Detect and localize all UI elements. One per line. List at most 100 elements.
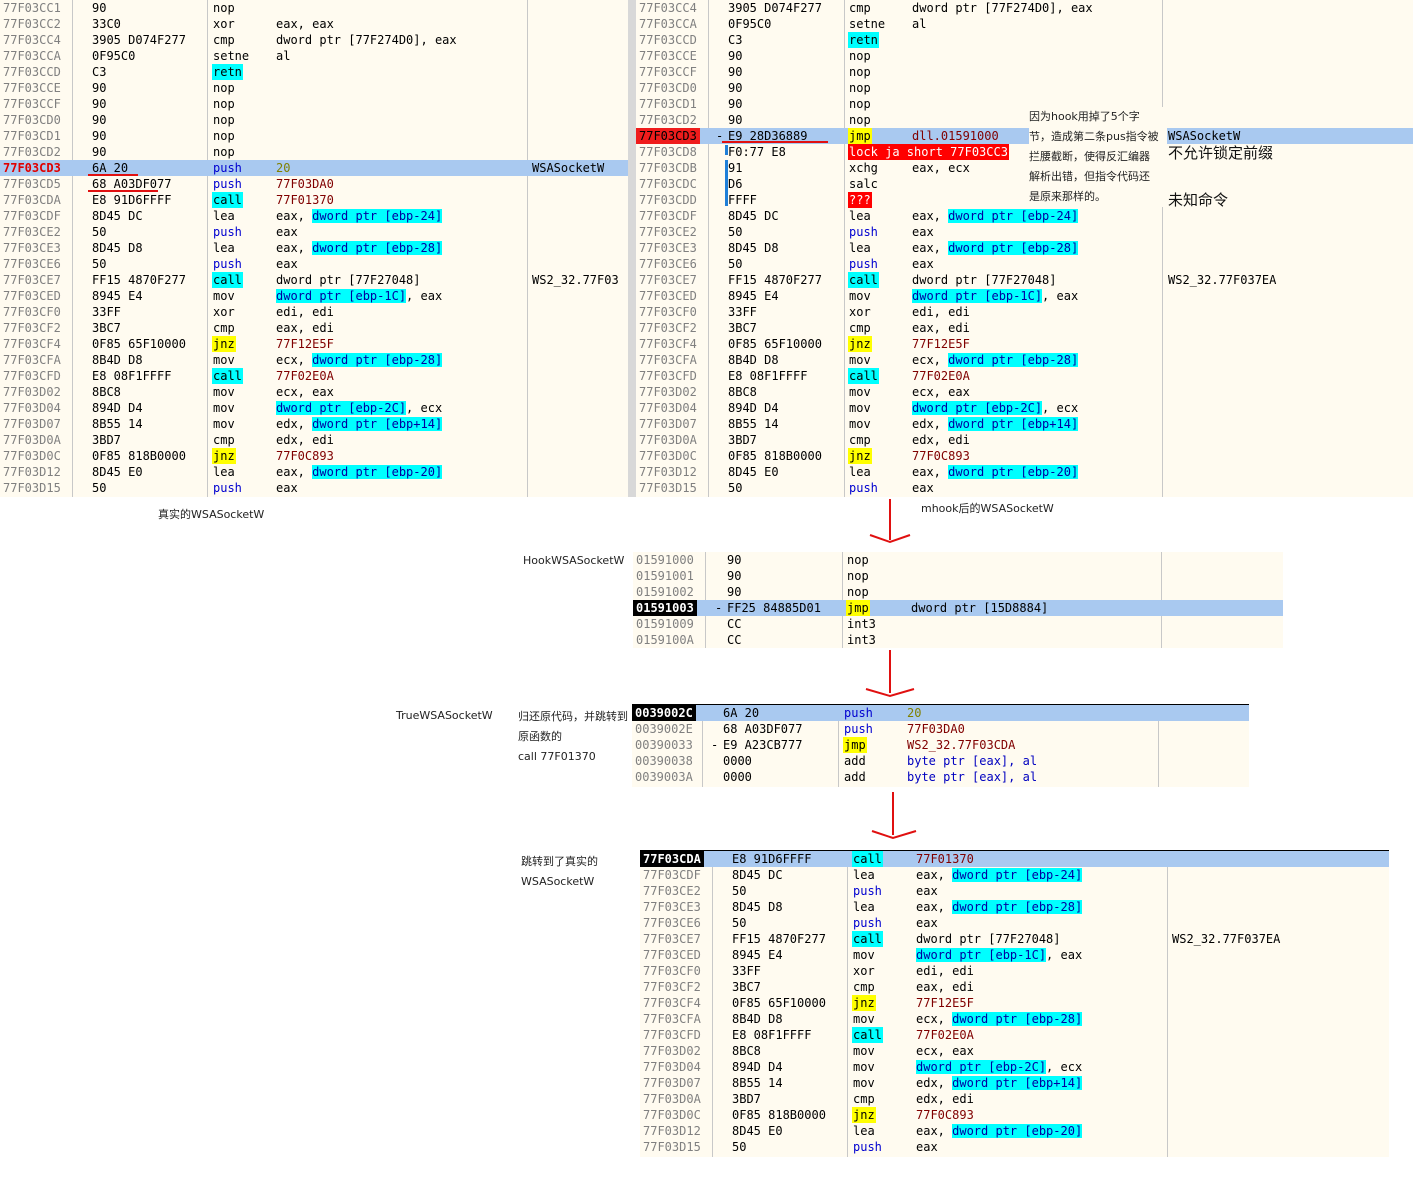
disasm-row[interactable]: 77F03D07 8B55 14 mov edx, dword ptr [ebp+14…: [640, 1075, 1389, 1091]
disasm-row[interactable]: 77F03CED 8945 E4 mov dword ptr [ebp-1C], ea…: [636, 288, 1413, 304]
disasm-row[interactable]: 77F03CE7 FF15 4870F277 call dword ptr [77F2…: [640, 931, 1389, 947]
disasm-row[interactable]: 77F03CD2 90 nop: [636, 112, 1413, 128]
disasm-row[interactable]: 77F03CE3 8D45 D8 lea eax, dword ptr [ebp-28…: [640, 899, 1389, 915]
disasm-row[interactable]: 77F03CCA 0F95C0 setne al: [0, 48, 628, 64]
disasm-row[interactable]: 77F03CFA 8B4D D8 mov ecx, dword ptr [ebp-28…: [640, 1011, 1389, 1027]
disasm-row[interactable]: 77F03CD1 90 nop: [0, 128, 628, 144]
disasm-row[interactable]: 77F03CCF 90 nop: [636, 64, 1413, 80]
disasm-row[interactable]: 77F03D0A 3BD7 cmp edx, edi: [640, 1091, 1389, 1107]
row-bytes: E9 28D36889: [728, 129, 808, 143]
disasm-row[interactable]: 01591003 - FF25 84885D01 jmp dword ptr [15D8…: [633, 600, 1283, 616]
disasm-row[interactable]: 77F03D12 8D45 E0 lea eax, dword ptr [ebp-20…: [0, 464, 628, 480]
disasm-row[interactable]: 77F03CDC D6 salc: [636, 176, 1413, 192]
disasm-row[interactable]: 77F03CD2 90 nop: [0, 144, 628, 160]
disasm-row[interactable]: 77F03CE7 FF15 4870F277 call dword ptr [77F2…: [0, 272, 628, 288]
row-bytes: CC: [727, 633, 742, 647]
disasm-row[interactable]: 77F03D02 8BC8 mov ecx, eax: [636, 384, 1413, 400]
disasm-row[interactable]: 77F03CCE 90 nop: [0, 80, 628, 96]
disasm-row[interactable]: 01591001 90 nop: [633, 568, 1283, 584]
disasm-row[interactable]: 77F03CF2 3BC7 cmp eax, edi: [640, 979, 1389, 995]
disasm-row[interactable]: 77F03D0A 3BD7 cmp edx, edi: [636, 432, 1413, 448]
disasm-row[interactable]: 77F03CDF 8D45 DC lea eax, dword ptr [ebp-24…: [636, 208, 1413, 224]
row-address: 77F03D02: [639, 385, 697, 399]
disasm-row[interactable]: 0159100A CC int3: [633, 632, 1283, 648]
disasm-row[interactable]: 77F03D12 8D45 E0 lea eax, dword ptr [ebp-20…: [640, 1123, 1389, 1139]
disasm-row[interactable]: 01591009 CC int3: [633, 616, 1283, 632]
disasm-row[interactable]: 77F03CE2 50 push eax: [0, 224, 628, 240]
disasm-row[interactable]: 77F03CFA 8B4D D8 mov ecx, dword ptr [ebp-28…: [636, 352, 1413, 368]
disasm-row[interactable]: 77F03CE3 8D45 D8 lea eax, dword ptr [ebp-28…: [0, 240, 628, 256]
disasm-row[interactable]: 77F03CE7 FF15 4870F277 call dword ptr [77F2…: [636, 272, 1413, 288]
disasm-row[interactable]: 77F03CD0 90 nop: [636, 80, 1413, 96]
disasm-row[interactable]: 77F03CED 8945 E4 mov dword ptr [ebp-1C], ea…: [0, 288, 628, 304]
disasm-row[interactable]: 77F03D04 894D D4 mov dword ptr [ebp-2C], ec…: [636, 400, 1413, 416]
disasm-row[interactable]: 77F03D04 894D D4 mov dword ptr [ebp-2C], ec…: [640, 1059, 1389, 1075]
disasm-row[interactable]: 77F03D0C 0F85 818B0000 jnz 77F0C893: [640, 1107, 1389, 1123]
disasm-row[interactable]: 0039002C 6A 20 push 20: [632, 705, 1249, 721]
disasm-row[interactable]: 77F03CF4 0F85 65F10000 jnz 77F12E5F: [640, 995, 1389, 1011]
disasm-row[interactable]: 77F03D07 8B55 14 mov edx, dword ptr [ebp+14…: [0, 416, 628, 432]
disasm-row[interactable]: 77F03CFD E8 08F1FFFF call 77F02E0A: [636, 368, 1413, 384]
disasm-row[interactable]: 77F03CF4 0F85 65F10000 jnz 77F12E5F: [636, 336, 1413, 352]
disasm-row[interactable]: 77F03CE6 50 push eax: [640, 915, 1389, 931]
disasm-row[interactable]: 77F03CCD C3 retn: [0, 64, 628, 80]
disasm-row[interactable]: 77F03CED 8945 E4 mov dword ptr [ebp-1C], ea…: [640, 947, 1389, 963]
disasm-row[interactable]: 77F03CC1 90 nop: [0, 0, 628, 16]
disasm-row[interactable]: 77F03CCF 90 nop: [0, 96, 628, 112]
disasm-row[interactable]: 77F03CC2 33C0 xor eax, eax: [0, 16, 628, 32]
disasm-row[interactable]: 77F03CF4 0F85 65F10000 jnz 77F12E5F: [0, 336, 628, 352]
disasm-row[interactable]: 0039003A 0000 add byte ptr [eax], al: [632, 769, 1249, 785]
disasm-row[interactable]: 77F03CC4 3905 D074F277 cmp dword ptr [77F27…: [0, 32, 628, 48]
disasm-row[interactable]: 77F03D02 8BC8 mov ecx, eax: [0, 384, 628, 400]
disasm-row[interactable]: 77F03D15 50 push eax: [636, 480, 1413, 496]
disasm-row[interactable]: 77F03CDD FFFF???: [636, 192, 1413, 208]
disasm-row[interactable]: 77F03D15 50 push eax: [0, 480, 628, 496]
disasm-row[interactable]: 77F03CD5 68 A03DF077 push 77F03DA0: [0, 176, 628, 192]
disasm-row[interactable]: 77F03CF0 33FF xor edi, edi: [636, 304, 1413, 320]
disasm-row[interactable]: 77F03CDF 8D45 DC lea eax, dword ptr [ebp-24…: [0, 208, 628, 224]
disasm-row[interactable]: 77F03CE2 50 push eax: [640, 883, 1389, 899]
disasm-row[interactable]: 77F03D12 8D45 E0 lea eax, dword ptr [ebp-20…: [636, 464, 1413, 480]
disasm-row[interactable]: 77F03CFA 8B4D D8 mov ecx, dword ptr [ebp-28…: [0, 352, 628, 368]
disasm-row[interactable]: 77F03CDA E8 91D6FFFF call 77F01370: [0, 192, 628, 208]
disasm-row[interactable]: 77F03CF0 33FF xor edi, edi: [640, 963, 1389, 979]
disasm-row[interactable]: 77F03CF0 33FF xor edi, edi: [0, 304, 628, 320]
disasm-row[interactable]: 77F03CCD C3 retn: [636, 32, 1413, 48]
disasm-row[interactable]: 77F03D15 50 push eax: [640, 1139, 1389, 1155]
disasm-row[interactable]: 01591002 90 nop: [633, 584, 1283, 600]
disasm-row[interactable]: 77F03CD1 90 nop: [636, 96, 1413, 112]
disasm-row[interactable]: 77F03D0C 0F85 818B0000 jnz 77F0C893: [0, 448, 628, 464]
row-address: 77F03CD5: [3, 177, 61, 191]
disasm-row[interactable]: 77F03CC4 3905 D074F277 cmp dword ptr [77F27…: [636, 0, 1413, 16]
disasm-row[interactable]: 77F03CF2 3BC7 cmp eax, edi: [636, 320, 1413, 336]
disasm-row[interactable]: 77F03CE3 8D45 D8 lea eax, dword ptr [ebp-28…: [636, 240, 1413, 256]
disasm-row[interactable]: 77F03CE2 50 push eax: [636, 224, 1413, 240]
row-memory-operand: dword ptr [ebp-28]: [312, 241, 443, 255]
row-bytes: 0000: [723, 754, 752, 768]
disasm-row[interactable]: 77F03D07 8B55 14 mov edx, dword ptr [ebp+14…: [636, 416, 1413, 432]
disasm-row[interactable]: 77F03D02 8BC8 mov ecx, eax: [640, 1043, 1389, 1059]
disasm-row[interactable]: 77F03CFD E8 08F1FFFF call 77F02E0A: [0, 368, 628, 384]
disasm-row[interactable]: 77F03CE6 50 push eax: [0, 256, 628, 272]
disasm-row[interactable]: 77F03CCE 90 nop: [636, 48, 1413, 64]
row-address: 77F03CC4: [3, 33, 61, 47]
disasm-row[interactable]: 77F03CDA E8 91D6FFFF call 77F01370: [640, 851, 1389, 867]
disasm-row[interactable]: 77F03CD8 F0:77 E8 lock ja short 77F03CC3: [636, 144, 1413, 160]
disasm-row[interactable]: 77F03CFD E8 08F1FFFF call 77F02E0A: [640, 1027, 1389, 1043]
disasm-row[interactable]: 00390033 - E9 A23CB777 jmp WS2_32.77F03CDA: [632, 737, 1249, 753]
disasm-row[interactable]: 77F03CDF 8D45 DC lea eax, dword ptr [ebp-24…: [640, 867, 1389, 883]
disasm-row[interactable]: 77F03CE6 50 push eax: [636, 256, 1413, 272]
disasm-row[interactable]: 77F03CD3 - E9 28D36889 jmp dll.01591000 WSASo…: [636, 128, 1413, 144]
disasm-row[interactable]: 77F03D0A 3BD7 cmp edx, edi: [0, 432, 628, 448]
disasm-row[interactable]: 00390038 0000 add byte ptr [eax], al: [632, 753, 1249, 769]
disasm-row[interactable]: 77F03D0C 0F85 818B0000 jnz 77F0C893: [636, 448, 1413, 464]
disasm-row[interactable]: 77F03CDB 91 xchg eax, ecx: [636, 160, 1413, 176]
disasm-row[interactable]: 77F03CCA 0F95C0 setne al: [636, 16, 1413, 32]
disasm-row[interactable]: 77F03CD0 90 nop: [0, 112, 628, 128]
row-address: 77F03D04: [643, 1060, 701, 1074]
disasm-row[interactable]: 77F03CD3 6A 20 push 20 WSASocketW: [0, 160, 628, 176]
disasm-row[interactable]: 77F03D04 894D D4 mov dword ptr [ebp-2C], ec…: [0, 400, 628, 416]
disasm-row[interactable]: 77F03CF2 3BC7 cmp eax, edi: [0, 320, 628, 336]
disasm-row[interactable]: 0039002E 68 A03DF077 push 77F03DA0: [632, 721, 1249, 737]
disasm-row[interactable]: 01591000 90 nop: [633, 552, 1283, 568]
